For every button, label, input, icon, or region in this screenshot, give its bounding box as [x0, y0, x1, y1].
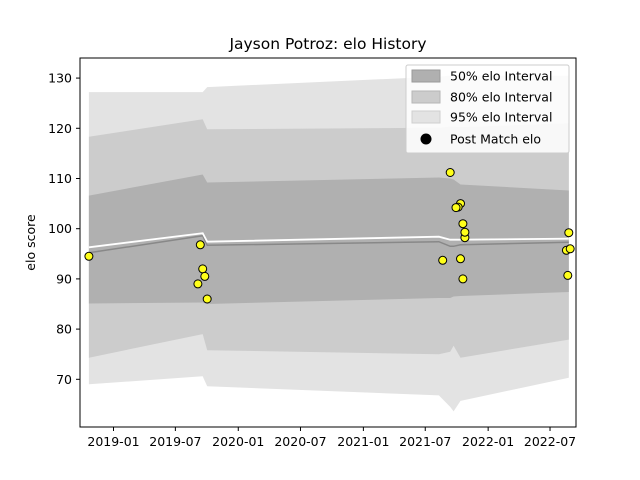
x-tick-label: 2019-07: [149, 434, 201, 449]
legend-label-50: 50% elo Interval: [450, 69, 552, 84]
legend-swatch-95: [411, 110, 441, 124]
post-match-point: [451, 203, 461, 213]
post-match-point: [458, 274, 468, 284]
legend-swatch-80: [411, 90, 441, 104]
post-match-point: [445, 168, 455, 177]
post-match-point: [563, 270, 573, 280]
legend-label-95: 95% elo Interval: [450, 110, 552, 125]
post-match-point: [456, 254, 465, 264]
chart-title: Jayson Potroz: elo History: [228, 35, 426, 53]
post-match-point: [438, 255, 448, 265]
post-match-point: [564, 228, 574, 238]
y-tick-label: 100: [48, 221, 72, 236]
x-axis: 2019-01 2019-07 2020-01 2020-07 2021-01 2021-…: [87, 427, 576, 449]
legend-swatch-50: [411, 69, 441, 83]
y-axis: 70 80 90 100 110 120 130: [48, 71, 80, 387]
median-elo-line: [88, 232, 569, 249]
x-tick-label: 2020-07: [274, 434, 326, 449]
post-match-point: [193, 279, 203, 289]
post-match-point: [458, 219, 468, 229]
x-tick-label: 2019-01: [87, 434, 139, 449]
x-tick-label: 2021-01: [337, 434, 389, 449]
legend-label-points: Post Match elo: [450, 132, 541, 147]
y-tick-label: 70: [56, 372, 72, 387]
legend-label-80: 80% elo Interval: [450, 90, 552, 105]
legend-box: [405, 64, 570, 154]
post-match-point: [565, 244, 575, 254]
legend: 50% elo Interval 80% elo Interval 95% el…: [405, 64, 570, 154]
post-match-point: [202, 294, 212, 304]
y-tick-label: 120: [48, 121, 72, 136]
plot-frame: [79, 57, 577, 428]
post-match-point: [84, 251, 94, 261]
y-tick-label: 130: [48, 71, 72, 86]
post-match-point: [200, 271, 210, 281]
x-tick-label: 2022-07: [524, 434, 576, 449]
legend-marker-points: [420, 133, 432, 145]
post-match-point: [460, 227, 470, 237]
plot-area: [84, 75, 575, 412]
post-match-points: [84, 168, 575, 304]
x-tick-label: 2021-07: [399, 434, 451, 449]
x-tick-label: 2022-01: [462, 434, 514, 449]
y-tick-label: 90: [56, 271, 72, 286]
y-tick-label: 110: [48, 171, 72, 186]
y-tick-label: 80: [56, 322, 72, 337]
mean-elo-line: [88, 234, 569, 254]
x-tick-label: 2020-01: [212, 434, 264, 449]
y-axis-label: elo score: [23, 214, 38, 271]
post-match-point: [195, 240, 205, 250]
post-match-point: [198, 264, 208, 274]
